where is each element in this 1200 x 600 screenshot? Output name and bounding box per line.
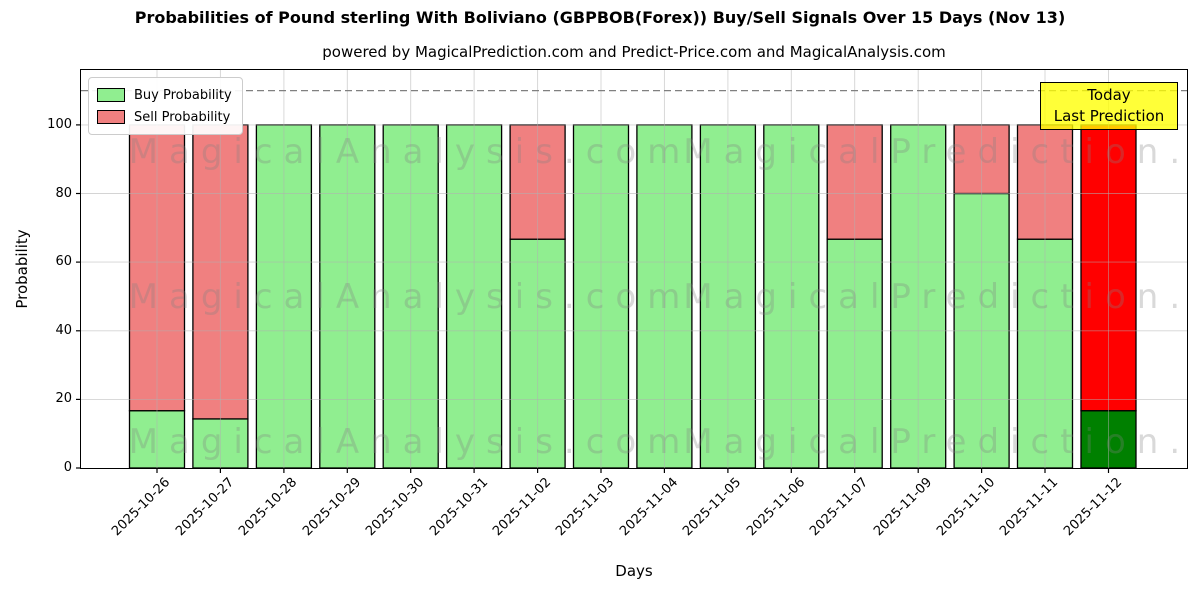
chart-title: Probabilities of Pound sterling With Bol… bbox=[134, 8, 1066, 27]
plot-area: MagicalAnalysis.comMagicalPrediction.com… bbox=[76, 69, 1188, 473]
legend-row: Buy Probability bbox=[97, 84, 232, 106]
x-tick-label: 2025-10-29 bbox=[299, 475, 364, 540]
x-tick-label: 2025-10-28 bbox=[236, 475, 301, 540]
y-tick-label: 100 bbox=[47, 116, 72, 132]
legend-swatch-icon bbox=[97, 110, 125, 124]
x-tick-label: 2025-10-31 bbox=[426, 475, 491, 540]
x-tick-label: 2025-11-03 bbox=[553, 475, 618, 540]
x-tick-label: 2025-11-10 bbox=[934, 475, 999, 540]
x-tick-label: 2025-11-05 bbox=[680, 475, 745, 540]
x-tick-label: 2025-11-09 bbox=[870, 475, 935, 540]
x-tick-label: 2025-11-06 bbox=[743, 475, 808, 540]
y-tick-label: 0 bbox=[63, 460, 72, 475]
y-tick-label: 80 bbox=[55, 185, 72, 201]
x-tick-label: 2025-11-07 bbox=[807, 475, 872, 540]
annotation-line: Today bbox=[1087, 86, 1131, 104]
x-tick-label: 2025-11-02 bbox=[490, 475, 555, 540]
legend: Buy Probability Sell Probability bbox=[88, 77, 243, 135]
annotation-today-box: Today Last Prediction bbox=[1040, 82, 1178, 130]
chart-svg bbox=[76, 70, 1187, 473]
x-axis-title: Days bbox=[615, 562, 653, 580]
y-tick-label: 60 bbox=[55, 254, 72, 270]
x-tick-label: 2025-11-04 bbox=[617, 475, 682, 540]
annotation-line: Last Prediction bbox=[1053, 107, 1165, 125]
y-tick-label: 40 bbox=[55, 322, 72, 338]
x-tick-label: 2025-11-11 bbox=[997, 475, 1062, 540]
legend-label: Buy Probability bbox=[134, 87, 232, 103]
legend-row: Sell Probability bbox=[97, 106, 232, 128]
x-tick-label: 2025-10-26 bbox=[109, 475, 174, 540]
legend-label: Sell Probability bbox=[134, 109, 231, 125]
legend-swatch-icon bbox=[97, 88, 125, 102]
y-tick-label: 20 bbox=[55, 391, 72, 407]
x-tick-label: 2025-11-12 bbox=[1061, 475, 1126, 540]
x-tick-label: 2025-10-27 bbox=[173, 475, 238, 540]
chart-subtitle: powered by MagicalPrediction.com and Pre… bbox=[322, 43, 946, 61]
x-tick-label: 2025-10-30 bbox=[363, 475, 428, 540]
